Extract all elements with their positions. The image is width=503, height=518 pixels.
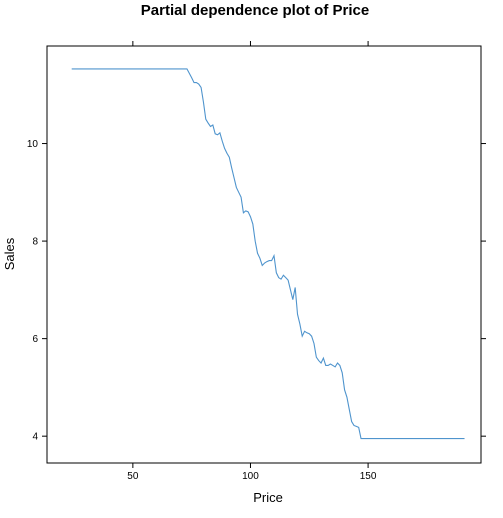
series-line [71, 68, 465, 440]
x-tick-label: 50 [127, 471, 139, 482]
x-tick-label: 150 [360, 471, 377, 482]
x-tick-label: 100 [242, 471, 259, 482]
y-axis-title: Sales [2, 237, 17, 270]
x-axis-title: Price [253, 490, 283, 505]
chart-title: Partial dependence plot of Price [141, 2, 369, 19]
y-tick-label: 4 [32, 432, 38, 443]
y-tick-label: 10 [27, 139, 39, 150]
plot-frame [46, 45, 482, 464]
y-tick-label: 8 [32, 237, 38, 248]
y-tick-label: 6 [32, 334, 38, 345]
tick-labels: 50 100 150 4 6 8 10 [27, 139, 377, 482]
axis-ticks [42, 41, 486, 468]
